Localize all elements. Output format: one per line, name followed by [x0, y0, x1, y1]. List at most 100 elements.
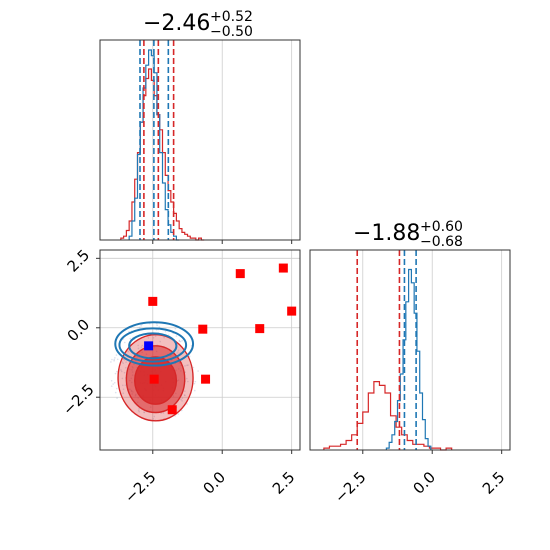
scatter-2d-sample-point [183, 394, 186, 396]
histogram-x-panel: −2.46 +0.52 −0.50 [99, 9, 301, 244]
scatter-2d-sample-point [194, 380, 197, 383]
scatter-2d-sample-point [123, 371, 126, 374]
scatter-2d-blue-contour [114, 321, 195, 367]
scatter-2d-sample-point [192, 366, 195, 369]
scatter-2d-sample-point [180, 398, 182, 401]
scatter-2d-sample-point [122, 388, 125, 391]
scatter-2d-red-marker [287, 306, 297, 316]
scatter-2d-x-tick-label: 2.5 [269, 468, 299, 498]
scatter-2d-sample-point [114, 357, 116, 359]
scatter-2d-sample-point [178, 340, 181, 342]
scatter-2d-blue-contour [118, 327, 188, 363]
scatter-2d-sample-point [181, 339, 183, 342]
scatter-2d-sample-point [116, 397, 118, 399]
scatter-2d-sample-point [115, 354, 118, 356]
scatter-2d-sample-point [116, 358, 119, 361]
scatter-2d-sample-point [123, 341, 126, 344]
scatter-2d-sample-point [176, 352, 178, 354]
scatter-2d-sample-point [188, 355, 191, 358]
scatter-2d-sample-point [122, 362, 125, 365]
scatter-2d-sample-point [114, 391, 117, 394]
histogram-y-frame [309, 249, 511, 451]
histogram-y-tick-label: −2.5 [331, 468, 369, 506]
scatter-2d-frame [99, 249, 301, 451]
histogram-y-panel: −2.5 0.0 2.5 −1.88 +0.60 −0.68 [309, 219, 511, 507]
scatter-2d-sample-point [137, 326, 139, 329]
scatter-2d-sample-point [193, 382, 196, 385]
scatter-2d-sample-point [138, 410, 141, 413]
scatter-2d-y-tick-label: −2.5 [59, 380, 97, 418]
histogram-y-tick-label: 0.0 [409, 468, 439, 498]
scatter-2d-sample-point [156, 324, 158, 327]
scatter-2d-sample-point [125, 366, 127, 369]
scatter-2d-red-marker [149, 374, 159, 384]
scatter-2d-sample-point [121, 384, 124, 387]
scatter-2d-sample-point [127, 350, 130, 353]
scatter-2d-sample-point [125, 361, 127, 363]
scatter-2d-blue-marker [144, 341, 154, 351]
scatter-2d-sample-point [184, 365, 186, 367]
histogram-y-title-plus: +0.60 [420, 219, 463, 235]
histogram-y-title-minus: −0.68 [420, 234, 463, 250]
scatter-2d-sample-point [162, 412, 165, 414]
histogram-y-title-median: −1.88 [353, 221, 420, 246]
histogram-x-title-plus: +0.52 [210, 9, 253, 25]
scatter-2d-sample-point [193, 389, 196, 392]
scatter-2d-sample-point [113, 359, 115, 362]
scatter-2d-red-marker [255, 324, 265, 334]
histogram-x-title-median: −2.46 [143, 11, 210, 36]
scatter-2d-y-tick-label: 0.0 [64, 315, 94, 345]
scatter-2d-sample-point [184, 390, 186, 392]
scatter-2d-sample-point [122, 358, 125, 361]
scatter-2d-sample-point [187, 380, 189, 383]
scatter-2d-sample-point [114, 372, 117, 375]
scatter-2d-sample-point [111, 358, 113, 361]
scatter-2d-sample-point [185, 377, 188, 380]
histogram-y-red-series [323, 381, 453, 451]
histogram-x-blue-series [128, 49, 180, 241]
histogram-y-tick-label: 2.5 [479, 468, 509, 498]
scatter-2d-sample-point [181, 400, 183, 402]
scatter-2d-sample-point [175, 335, 178, 337]
histogram-y-blue-series [385, 268, 432, 450]
scatter-2d-sample-point [120, 370, 123, 373]
scatter-2d-red-marker [198, 324, 208, 334]
scatter-2d-sample-point [110, 361, 112, 363]
scatter-2d-sample-point [143, 411, 146, 414]
scatter-2d-red-marker [278, 263, 288, 273]
scatter-2d-sample-point [187, 364, 189, 366]
scatter-2d-sample-point [113, 381, 116, 384]
scatter-2d-blue-contour [128, 332, 178, 360]
histogram-x-title-minus: −0.50 [210, 24, 253, 40]
scatter-2d-sample-point [186, 364, 188, 367]
scatter-2d-red-marker [201, 374, 211, 384]
scatter-2d-sample-point [138, 326, 141, 329]
scatter-2d-sample-point [137, 347, 140, 350]
scatter-2d-sample-point [110, 385, 113, 387]
scatter-2d-sample-point [129, 337, 132, 340]
histogram-x-frame [99, 39, 301, 241]
scatter-2d-sample-point [121, 361, 124, 363]
scatter-2d-sample-point [186, 403, 188, 405]
scatter-2d-red-marker [167, 405, 177, 415]
scatter-2d-sample-point [141, 344, 144, 347]
scatter-2d-sample-point [177, 413, 180, 415]
scatter-2d-sample-point [110, 379, 113, 382]
scatter-2d-red-marker [148, 296, 158, 306]
scatter-2d-sample-point [143, 411, 145, 414]
scatter-2d-sample-point [177, 351, 179, 353]
scatter-2d-sample-point [120, 369, 122, 371]
scatter-2d-sample-point [178, 339, 181, 342]
scatter-2d-sample-point [138, 407, 140, 410]
scatter-2d-sample-point [159, 340, 162, 343]
scatter-2d-sample-point [137, 344, 139, 347]
scatter-2d-sample-point [184, 394, 186, 397]
scatter-2d-sample-point [163, 336, 165, 339]
scatter-2d-sample-point [140, 324, 142, 327]
scatter-2d-sample-point [152, 337, 155, 339]
scatter-2d-sample-point [137, 409, 140, 412]
scatter-2d-red-marker [235, 269, 245, 279]
scatter-2d-sample-point [147, 337, 150, 339]
scatter-2d-sample-point [113, 358, 116, 361]
